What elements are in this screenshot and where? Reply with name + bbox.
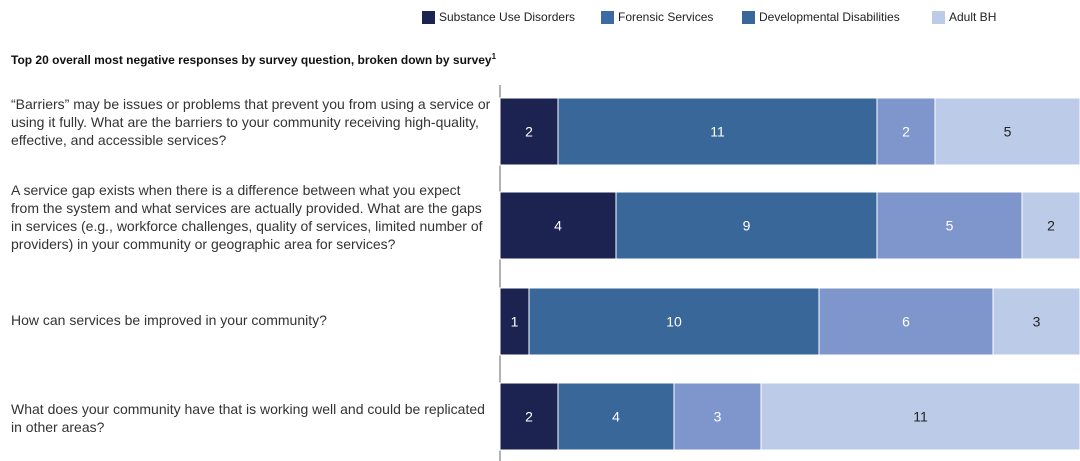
title-footnote: 1 [491,52,497,61]
legend-label: Forensic Services [618,10,714,24]
data-label-q4-s5: 11 [913,409,928,425]
bar-segment-q2-s3 [615,191,878,260]
legend-item-2: Forensic Services [601,8,713,26]
data-label-q2-s1: 4 [554,218,562,234]
data-label-q1-s4: 2 [902,124,910,140]
bar-segment-q3-s4 [818,287,994,356]
bar-segment-q1-s3 [557,97,878,166]
legend-label: Adult BH [949,10,997,24]
legend-item-3: Developmental Disabilities [742,8,900,26]
legend-item-1: Substance Use Disorders [422,8,575,26]
data-label-q3-s1: 1 [511,314,519,330]
legend-item-5: Adult BH [932,8,996,26]
bar-segment-q4-s5 [760,382,1080,451]
bar-segment-q2-s1 [499,191,617,260]
legend: Substance Use Disorders Forensic Services… [0,8,1080,26]
bar-segment-q4-s3 [557,382,675,451]
bar-segment-q3-s1 [499,287,530,356]
data-label-q4-s4: 3 [714,409,722,425]
data-label-q2-s5: 2 [1047,218,1055,234]
legend-label: Developmental Disabilities [759,10,900,24]
data-label-q3-s3: 10 [666,314,682,330]
question-label-3: How can services be improved in your com… [11,312,327,328]
data-label-q1-s5: 5 [1004,124,1012,140]
legend-swatch [932,10,945,24]
data-label-q2-s3: 9 [743,218,751,234]
bar-segment-q2-s5 [1021,191,1080,260]
question-label-4: What does your community have that is wo… [11,401,485,435]
data-label-q4-s3: 4 [612,409,620,425]
bar-segment-q4-s1 [499,382,559,451]
legend-label: Substance Use Disorders [439,10,576,24]
data-label-q1-s1: 2 [525,124,533,140]
question-label-2: A service gap exists when there is a dif… [11,182,483,252]
data-label-q2-s4: 5 [946,218,954,234]
data-label-q3-s4: 6 [902,314,910,330]
data-label-q4-s1: 2 [525,409,533,425]
bar-segment-q1-s5 [934,97,1080,166]
data-label-q1-s3: 11 [710,124,725,140]
data-label-q3-s5: 3 [1033,314,1041,330]
question-label-1: “Barriers” may be issues or problems tha… [11,96,491,148]
legend-swatch [422,10,435,24]
chart-title: Top 20 overall most negative responses b… [11,52,496,67]
bar-segment-q3-s5 [992,287,1080,356]
bar-segment-q2-s4 [876,191,1023,260]
legend-swatch [601,10,614,24]
bar-segment-q4-s4 [673,382,762,451]
chart-title-text: Top 20 overall most negative responses b… [11,53,492,67]
legend-swatch [742,10,755,24]
